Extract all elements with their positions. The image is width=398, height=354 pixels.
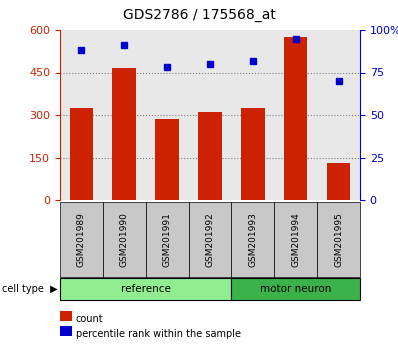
Bar xyxy=(284,37,308,200)
Bar xyxy=(327,163,350,200)
Text: cell type  ▶: cell type ▶ xyxy=(2,284,58,294)
Text: GSM201992: GSM201992 xyxy=(205,212,215,267)
Text: percentile rank within the sample: percentile rank within the sample xyxy=(76,330,241,339)
Text: GSM201995: GSM201995 xyxy=(334,212,343,267)
Bar xyxy=(113,68,136,200)
Bar xyxy=(70,108,93,200)
Text: GSM201990: GSM201990 xyxy=(120,212,129,267)
Bar xyxy=(198,112,222,200)
Text: GSM201989: GSM201989 xyxy=(77,212,86,267)
Bar xyxy=(241,108,265,200)
Text: GSM201994: GSM201994 xyxy=(291,212,300,267)
Text: count: count xyxy=(76,314,103,324)
Bar xyxy=(155,119,179,200)
Text: GDS2786 / 175568_at: GDS2786 / 175568_at xyxy=(123,8,275,22)
Text: motor neuron: motor neuron xyxy=(260,284,332,294)
Text: GSM201993: GSM201993 xyxy=(248,212,258,267)
Text: reference: reference xyxy=(121,284,171,294)
Text: GSM201991: GSM201991 xyxy=(163,212,172,267)
